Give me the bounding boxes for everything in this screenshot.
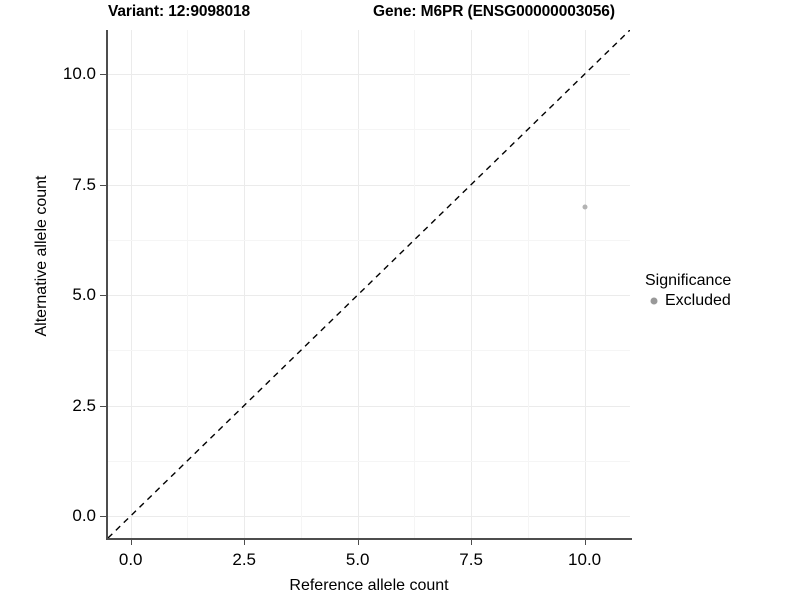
gridline-minor-vertical — [300, 30, 302, 538]
gridline-major-vertical — [471, 30, 473, 538]
gridline-major-horizontal — [108, 295, 630, 296]
gridline-major-horizontal — [108, 405, 630, 407]
y-axis-tick-label: 5.0 — [72, 285, 96, 304]
legend: Significance Excluded — [645, 271, 795, 310]
y-axis-tick — [100, 74, 106, 76]
gridline-major-vertical — [584, 30, 586, 538]
variant-title: Variant: 12:9098018 — [108, 3, 251, 20]
y-axis-line — [106, 30, 108, 540]
y-axis-title: Alternative allele count — [33, 175, 50, 337]
x-axis-tick — [244, 539, 246, 545]
gene-title: Gene: M6PR (ENSG00000003056) — [373, 3, 615, 20]
gridline-major-vertical — [244, 30, 246, 538]
y-axis-tick-label: 0.0 — [72, 505, 96, 525]
legend-entry-label: Excluded — [665, 292, 731, 309]
legend-entries: Excluded — [645, 292, 795, 310]
x-axis-tick-label: 2.5 — [232, 550, 257, 569]
gridline-minor-vertical — [414, 30, 416, 538]
gridline-minor-horizontal — [108, 350, 630, 352]
x-axis-tick-label: 5.0 — [345, 550, 370, 569]
gridline-major-horizontal — [108, 184, 630, 186]
legend-entry[interactable]: Excluded — [645, 292, 795, 310]
gridline-minor-horizontal — [108, 129, 630, 131]
y-axis-tick — [100, 184, 106, 186]
gridline-major-horizontal — [108, 74, 630, 76]
gridline-major-horizontal — [108, 515, 630, 517]
x-axis-tick — [357, 539, 359, 545]
plot-panel — [108, 30, 630, 538]
identity-reference-line — [108, 30, 630, 538]
data-point[interactable] — [582, 204, 588, 210]
x-axis-tick — [584, 539, 586, 545]
x-axis-tick-label: 7.5 — [459, 550, 483, 569]
y-axis-tick — [100, 515, 106, 518]
y-axis-tick — [100, 405, 106, 407]
y-axis-tick — [100, 295, 106, 297]
plot-title-row: Variant: 12:9098018 Gene: M6PR (ENSG0000… — [0, 0, 800, 28]
x-axis-tick-label: 0.0 — [118, 550, 143, 569]
gridline-major-vertical — [357, 30, 359, 538]
legend-point-icon — [645, 293, 662, 310]
gridline-minor-horizontal — [108, 239, 630, 241]
y-axis-tick-label: 7.5 — [72, 174, 96, 194]
gridline-minor-horizontal — [108, 460, 630, 462]
y-axis-tick-label: 10.0 — [62, 64, 96, 84]
x-axis-line — [106, 538, 632, 540]
gridline-minor-vertical — [527, 30, 529, 538]
gridline-minor-vertical — [187, 30, 189, 538]
x-axis-tick — [471, 539, 473, 545]
x-axis-tick-label: 10.0 — [568, 550, 602, 569]
y-axis-tick-label: 2.5 — [72, 395, 96, 415]
legend-title: Significance — [645, 272, 732, 289]
x-axis-title: Reference allele count — [289, 577, 449, 594]
x-axis-tick — [130, 539, 132, 545]
gridline-major-vertical — [130, 30, 132, 538]
